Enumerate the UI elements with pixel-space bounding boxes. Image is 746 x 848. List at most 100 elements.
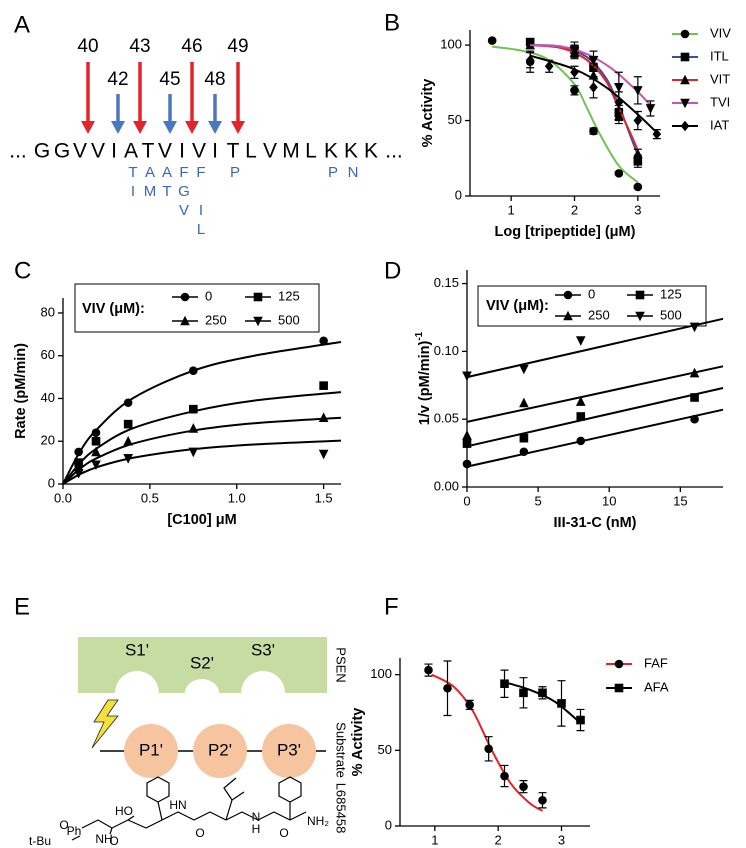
legend-marker: [180, 292, 190, 302]
data-point: [576, 412, 586, 421]
residue: K: [324, 140, 338, 163]
data-point: [123, 435, 133, 446]
structure-label: NH₂: [307, 814, 329, 828]
fit-line: [62, 439, 342, 485]
fit-line: [62, 341, 342, 485]
data-point: [462, 430, 472, 440]
fit-line: [530, 44, 652, 107]
residue: G: [34, 140, 50, 163]
data-point: [633, 115, 643, 126]
legend-label: ITL: [710, 48, 729, 63]
data-point: [633, 182, 643, 192]
data-point: [576, 436, 586, 446]
data-point: [519, 447, 529, 457]
x-tick-label: 0.0: [54, 490, 72, 505]
panel-label: C: [14, 257, 31, 284]
y-tick-label: 0.00: [434, 478, 459, 493]
arrow-head: [208, 121, 222, 134]
data-point: [91, 446, 101, 457]
x-tick-label: 10: [602, 493, 616, 508]
legend-label: 500: [278, 312, 300, 327]
legend-label: 250: [205, 312, 227, 327]
data-point: [614, 97, 624, 108]
data-point: [189, 366, 198, 375]
x-tick-label: 15: [673, 493, 687, 508]
residue-circle: [193, 724, 247, 778]
legend-marker: [614, 659, 624, 669]
cleavage-label: 45: [159, 69, 180, 90]
arrow-head: [133, 121, 147, 134]
data-point: [690, 414, 699, 424]
legend-label: 0: [588, 286, 595, 301]
fit-line: [466, 387, 724, 448]
data-point: [73, 469, 84, 479]
data-point: [544, 60, 554, 72]
residue-circle: [124, 724, 178, 778]
data-point: [189, 404, 198, 414]
data-point: [188, 447, 199, 458]
data-point: [318, 449, 329, 460]
substitution: F: [196, 164, 205, 181]
y-tick-label: 40: [41, 390, 55, 405]
structure-label: t-Bu: [29, 834, 51, 848]
data-point: [443, 683, 452, 693]
data-point: [319, 336, 328, 346]
data-point: [589, 126, 598, 136]
x-axis-label: [C100] μM: [167, 512, 236, 528]
fit-line: [529, 54, 658, 134]
legend-label: FAF: [644, 655, 668, 670]
legend-marker: [680, 120, 690, 132]
y-axis-label: 1/v (pM/min)-1: [414, 331, 433, 425]
x-tick-label: 1.0: [228, 490, 246, 505]
residue: L: [305, 140, 317, 163]
substitution: P: [328, 164, 338, 181]
residue: V: [158, 140, 172, 163]
data-point: [484, 744, 493, 754]
residue-circle: [262, 724, 316, 778]
data-point: [91, 460, 101, 471]
x-tick-label: 0.5: [141, 490, 159, 505]
residue: T: [142, 140, 155, 163]
cleavage-label: 40: [77, 36, 98, 57]
legend-marker: [253, 292, 263, 302]
x-axis-label: III-31-C (nM): [554, 515, 637, 531]
legend-label: IAT: [710, 117, 729, 132]
y-tick-label: 0.15: [434, 275, 459, 290]
y-axis-label: % Activity: [350, 708, 366, 777]
pocket: [185, 679, 219, 693]
data-point: [557, 699, 566, 708]
data-point: [487, 36, 497, 45]
residue-label: P2': [208, 740, 232, 759]
x-tick-label: 3: [558, 832, 565, 847]
y-tick-label: 50: [448, 112, 462, 127]
legend-marker: [253, 316, 263, 327]
data-point: [575, 396, 586, 406]
pocket: [115, 671, 159, 693]
y-tick-label: 20: [41, 433, 55, 448]
legend-label: AFA: [644, 679, 669, 694]
cleavage-label: 43: [129, 36, 150, 57]
substitution: N: [348, 164, 359, 181]
data-point: [569, 46, 580, 57]
data-point: [74, 447, 83, 457]
legend-title: VIV (μM):: [82, 301, 145, 317]
data-point: [73, 461, 84, 472]
x-tick-label: 3: [634, 202, 641, 217]
data-point: [633, 148, 643, 159]
residue: ...: [385, 140, 403, 163]
data-point: [689, 322, 700, 333]
legend-label: 125: [660, 286, 682, 301]
panel-label: B: [384, 9, 400, 36]
vertical-label: L685458: [334, 783, 349, 834]
fit-line: [466, 317, 724, 379]
arrow-head: [231, 121, 245, 134]
x-tick-label: 0: [463, 493, 470, 508]
y-tick-label: 100: [440, 37, 462, 52]
panel-label: F: [384, 593, 399, 620]
vertical-label: Substrate: [334, 722, 349, 778]
data-point: [575, 336, 586, 346]
y-axis-label: Rate (pM/min): [13, 343, 29, 439]
substitution: P: [230, 164, 240, 181]
data-point: [319, 381, 328, 390]
legend-marker: [180, 315, 190, 326]
